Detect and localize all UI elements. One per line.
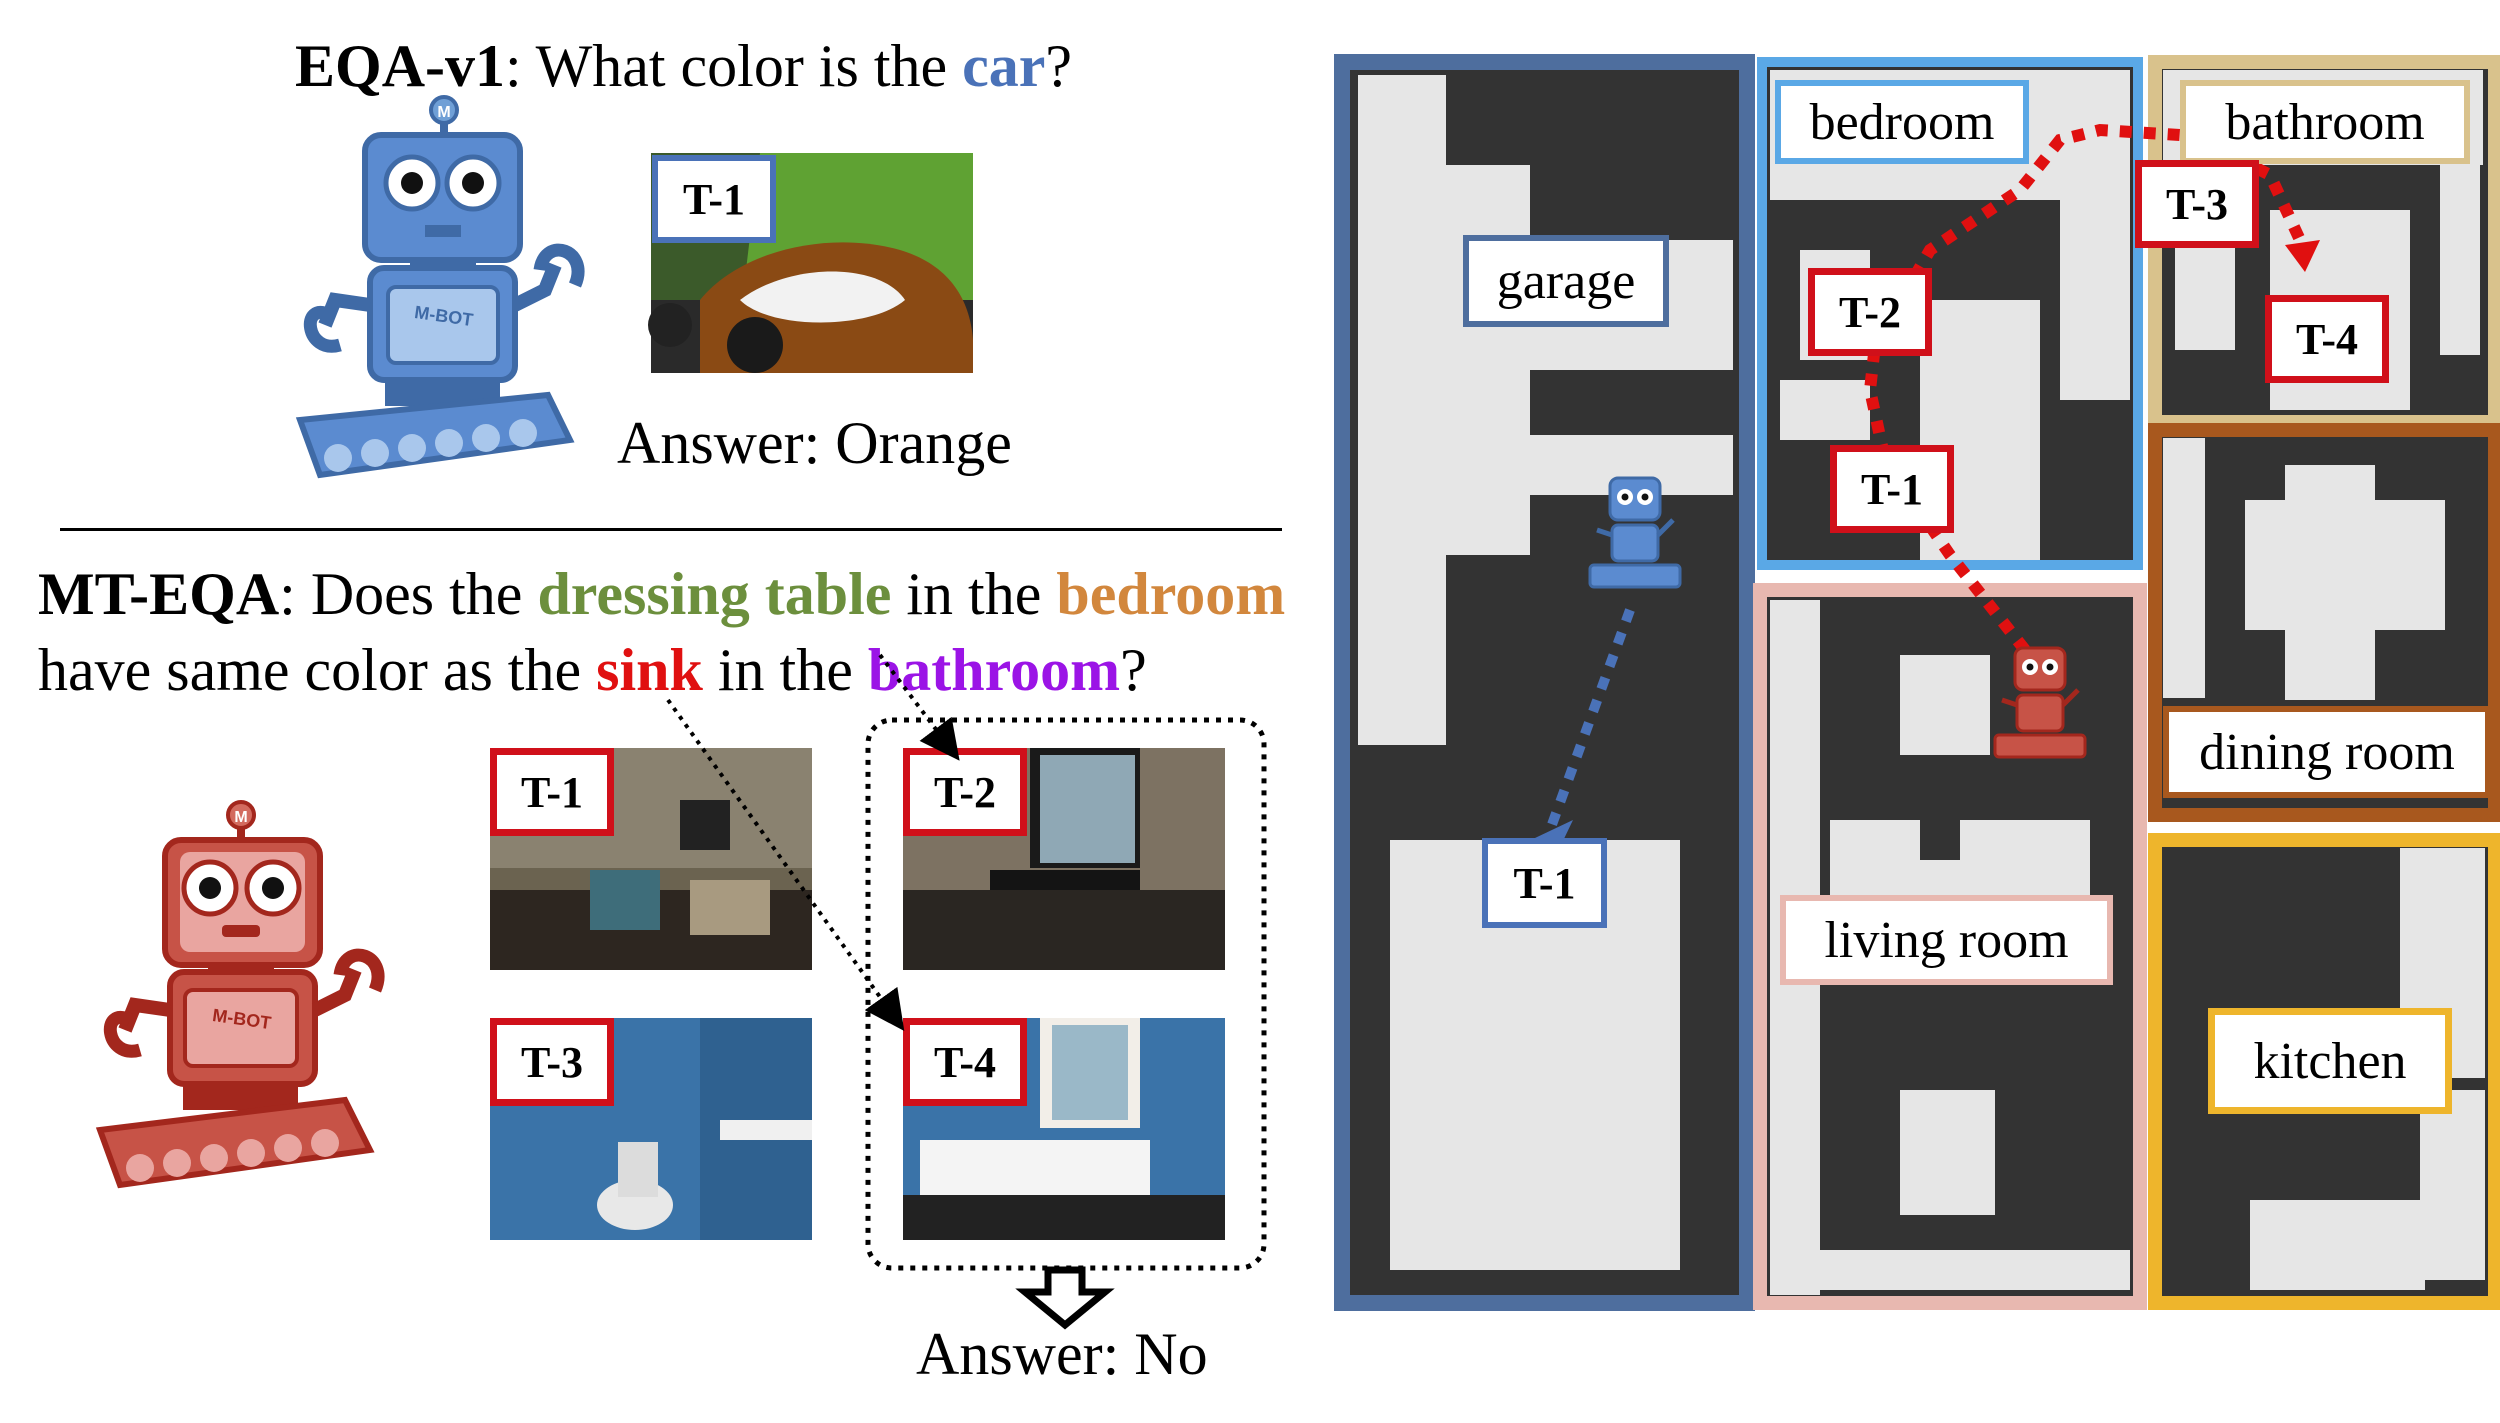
mt-eqa-text: have same color as the (38, 637, 597, 703)
mt-eqa-question-line1: MT-EQA: Does the dressing table in the b… (38, 564, 1285, 624)
room-label-dining-room: dining room (2163, 706, 2491, 798)
room-label-bedroom: bedroom (1775, 80, 2029, 164)
mt-eqa-name: MT-EQA (38, 561, 280, 627)
mt-eqa-tag-t2: T-2 (903, 748, 1027, 836)
eqa-v1-tag: T-1 (652, 155, 776, 243)
map-tag-blue-t1: T-1 (1482, 838, 1607, 928)
blue-path (1545, 608, 1635, 832)
mt-eqa-object-sink: sink (596, 637, 703, 703)
red-robot-icon: M M-BOT (95, 800, 385, 1189)
map-blue-robot-icon (1588, 476, 1682, 589)
eqa-v1-answer: Answer: Orange (617, 410, 1012, 476)
blue-robot-icon: M M-BOT (295, 95, 585, 479)
room-label-kitchen: kitchen (2208, 1008, 2452, 1114)
mt-eqa-room-bedroom: bedroom (1056, 561, 1286, 627)
mt-eqa-tag-t1: T-1 (490, 748, 614, 836)
red-robot-antenna-letter: M (234, 809, 247, 826)
blue-robot-antenna-letter: M (437, 104, 450, 121)
mt-eqa-text: : Does the (279, 561, 538, 627)
mt-eqa-text: in the (891, 561, 1057, 627)
map-tag-t2: T-2 (1808, 268, 1932, 356)
red-path-arrowhead-icon (2285, 240, 2320, 272)
eqa-v1-question: EQA-v1: What color is the car? (295, 36, 1072, 96)
mt-eqa-tag-t3: T-3 (490, 1018, 614, 1106)
eqa-v1-q-prefix: : What color is the (505, 33, 963, 99)
map-tag-t3: T-3 (2135, 160, 2259, 248)
mt-eqa-object-dressing-table: dressing table (537, 561, 892, 627)
room-label-bathroom: bathroom (2180, 80, 2470, 164)
room-label-garage: garage (1463, 235, 1669, 327)
mt-eqa-text: ? (1120, 637, 1147, 703)
mt-eqa-tag-t4: T-4 (903, 1018, 1027, 1106)
mt-eqa-room-bathroom: bathroom (867, 637, 1121, 703)
eqa-v1-q-suffix: ? (1045, 33, 1073, 99)
map-tag-red-t1: T-1 (1830, 445, 1954, 533)
mt-eqa-text: in the (702, 637, 868, 703)
thumb-t4-bathroom-sink (903, 1018, 1225, 1240)
map-tag-t4: T-4 (2265, 295, 2389, 383)
room-label-living-room: living room (1780, 895, 2113, 985)
section-divider (60, 528, 1282, 531)
eqa-v1-object: car (962, 33, 1046, 99)
answer-down-arrow-icon (1015, 1266, 1115, 1330)
eqa-v1-name: EQA-v1 (295, 33, 505, 99)
mt-eqa-question-line2: have same color as the sink in the bathr… (38, 640, 1147, 700)
map-red-robot-icon (1993, 646, 2087, 759)
mt-eqa-answer: Answer: No (916, 1321, 1208, 1387)
